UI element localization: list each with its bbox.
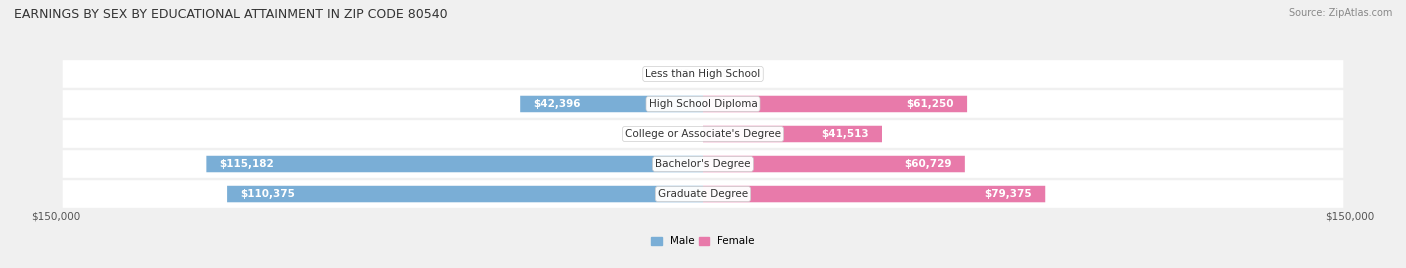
Text: $0: $0 <box>676 129 690 139</box>
Text: $79,375: $79,375 <box>984 189 1032 199</box>
FancyBboxPatch shape <box>63 180 1343 208</box>
FancyBboxPatch shape <box>228 186 703 202</box>
Text: $61,250: $61,250 <box>907 99 955 109</box>
FancyBboxPatch shape <box>207 156 703 172</box>
FancyBboxPatch shape <box>63 120 1343 148</box>
FancyBboxPatch shape <box>63 90 1343 118</box>
Text: College or Associate's Degree: College or Associate's Degree <box>626 129 780 139</box>
Text: $42,396: $42,396 <box>533 99 581 109</box>
FancyBboxPatch shape <box>63 60 1343 88</box>
Text: EARNINGS BY SEX BY EDUCATIONAL ATTAINMENT IN ZIP CODE 80540: EARNINGS BY SEX BY EDUCATIONAL ATTAINMEN… <box>14 8 447 21</box>
Text: $41,513: $41,513 <box>821 129 869 139</box>
FancyBboxPatch shape <box>703 186 1045 202</box>
Text: $0: $0 <box>676 69 690 79</box>
Text: Source: ZipAtlas.com: Source: ZipAtlas.com <box>1288 8 1392 18</box>
FancyBboxPatch shape <box>703 126 882 142</box>
FancyBboxPatch shape <box>703 96 967 112</box>
Text: $115,182: $115,182 <box>219 159 274 169</box>
Legend: Male, Female: Male, Female <box>647 232 759 251</box>
Text: Bachelor's Degree: Bachelor's Degree <box>655 159 751 169</box>
FancyBboxPatch shape <box>520 96 703 112</box>
Text: Graduate Degree: Graduate Degree <box>658 189 748 199</box>
Text: $110,375: $110,375 <box>240 189 295 199</box>
Text: $60,729: $60,729 <box>904 159 952 169</box>
Text: Less than High School: Less than High School <box>645 69 761 79</box>
FancyBboxPatch shape <box>703 156 965 172</box>
Text: $0: $0 <box>716 69 730 79</box>
Text: High School Diploma: High School Diploma <box>648 99 758 109</box>
FancyBboxPatch shape <box>63 150 1343 178</box>
